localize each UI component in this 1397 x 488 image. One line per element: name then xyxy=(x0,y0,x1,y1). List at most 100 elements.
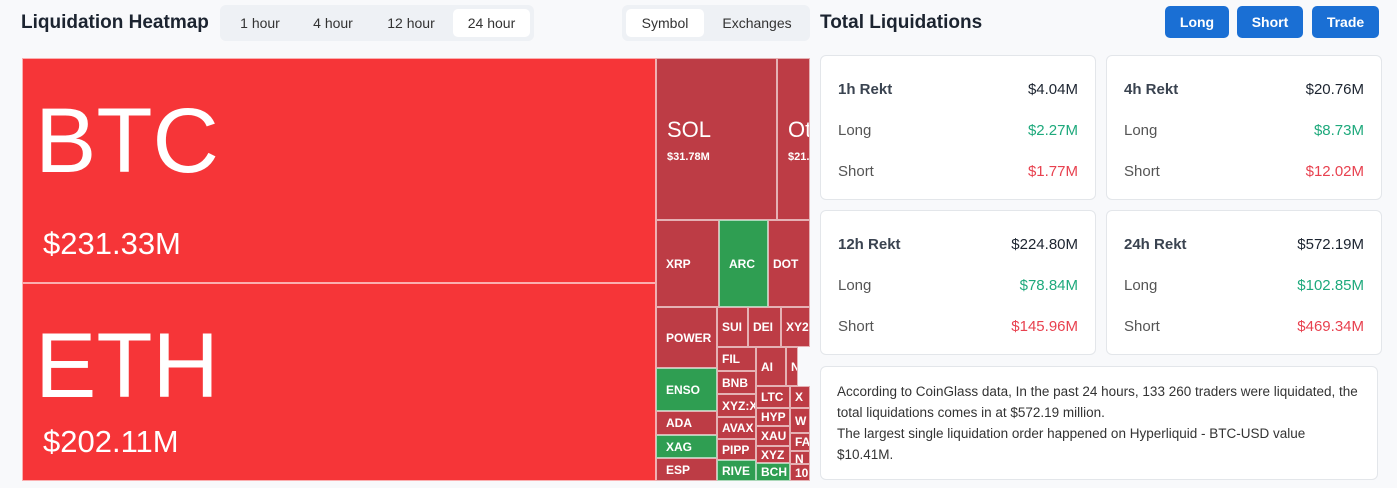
view-tab[interactable]: Exchanges xyxy=(722,15,792,31)
time-tab[interactable]: 12 hour xyxy=(387,15,435,31)
tile-value: $31.78M xyxy=(667,151,710,163)
short-label: Short xyxy=(1124,163,1160,180)
heatmap-tile[interactable]: N xyxy=(786,347,798,386)
long-label: Long xyxy=(838,122,872,139)
tile-label: AI xyxy=(761,359,773,374)
long-value: $2.27M xyxy=(1027,122,1078,139)
summary: According to CoinGlass data, In the past… xyxy=(820,366,1378,480)
tile-label: POWER xyxy=(666,330,712,345)
tile-label: X xyxy=(795,390,804,404)
tile-value: $231.33M xyxy=(43,226,181,261)
short-label: Short xyxy=(838,318,874,335)
tile-label: SUI xyxy=(722,320,743,334)
heatmap-tile[interactable]: ETH $202.11M xyxy=(22,283,656,481)
heatmap-tile[interactable]: XY2 xyxy=(781,307,810,347)
heatmap-tile[interactable]: ARC xyxy=(719,220,768,307)
trade-button[interactable]: Trade xyxy=(1312,6,1379,38)
tile-value: $21. xyxy=(788,151,810,163)
tile-label: N xyxy=(791,360,797,374)
tile-label: XRP xyxy=(666,256,691,271)
heatmap-tile[interactable]: N xyxy=(790,451,810,464)
tile-label: XYZ:X xyxy=(722,398,756,413)
heatmap-tile[interactable]: XRP xyxy=(656,220,719,307)
heatmap-tile[interactable]: XYZ:X xyxy=(717,394,756,417)
long-label: Long xyxy=(1124,122,1158,139)
heatmap-tile[interactable]: SUI xyxy=(717,307,748,347)
tile-label: XY2 xyxy=(786,320,809,334)
summary-text: The largest single liquidation order hap… xyxy=(837,426,1306,462)
heatmap-tile[interactable]: XAG xyxy=(656,435,717,458)
tile-label: BNB xyxy=(722,375,748,390)
tile-label: ENSO xyxy=(666,382,701,397)
tile-label: 10 xyxy=(795,465,809,480)
heatmap-tile[interactable]: BNB xyxy=(717,371,756,394)
card-period: 1h Rekt xyxy=(838,81,893,98)
short-value: $1.77M xyxy=(1027,163,1078,180)
rekt-card: 1h Rekt $4.04M Long $2.27M Short $1.77M xyxy=(820,55,1096,200)
heatmap-tile[interactable]: RIVE xyxy=(717,460,756,481)
heatmap-tile[interactable]: BTC $231.33M xyxy=(22,58,656,283)
tile-label: XYZ xyxy=(761,447,785,462)
heatmap-tile[interactable]: SOL $31.78M xyxy=(656,58,777,220)
heatmap-tile[interactable]: DOT xyxy=(768,220,810,307)
time-tab[interactable]: 24 hour xyxy=(453,9,530,37)
heatmap-tile[interactable]: DEI xyxy=(748,307,781,347)
short-label: Short xyxy=(1124,318,1160,335)
view-tabs: Symbol Exchanges xyxy=(622,5,810,41)
tile-label: RIVE xyxy=(722,463,751,478)
heatmap-tile[interactable]: W xyxy=(790,408,810,433)
time-tab[interactable]: 1 hour xyxy=(240,15,280,31)
heatmap-tile[interactable]: ESP xyxy=(656,458,717,481)
tile-label: ARC xyxy=(729,256,755,271)
time-tab[interactable]: 4 hour xyxy=(313,15,353,31)
card-total: $224.80M xyxy=(1011,236,1078,253)
view-tab[interactable]: Symbol xyxy=(626,9,704,37)
heatmap-tile[interactable]: BCH xyxy=(756,463,790,481)
long-label: Long xyxy=(838,277,872,294)
heatmap-tile[interactable]: HYP xyxy=(756,408,790,426)
heatmap-title: Liquidation Heatmap xyxy=(21,12,209,33)
long-label: Long xyxy=(1124,277,1158,294)
heatmap-tile[interactable]: Ot $21. xyxy=(777,58,810,220)
card-total: $4.04M xyxy=(1027,81,1078,98)
heatmap-tile[interactable]: FIL xyxy=(717,347,756,371)
tile-label: N xyxy=(795,452,804,464)
heatmap-tile[interactable]: 10 xyxy=(790,464,810,481)
heatmap-tile[interactable]: XAU xyxy=(756,426,790,446)
rekt-card: 4h Rekt $20.76M Long $8.73M Short $12.02M xyxy=(1106,55,1382,200)
short-value: $469.34M xyxy=(1297,318,1364,335)
heatmap-tile[interactable]: POWER xyxy=(656,307,717,368)
tile-label: PIPP xyxy=(722,442,750,457)
tile-label: XAU xyxy=(761,429,787,443)
heatmap-tile[interactable]: LTC xyxy=(756,386,790,408)
tile-label: DOT xyxy=(773,256,799,271)
rekt-card: 12h Rekt $224.80M Long $78.84M Short $145.96M xyxy=(820,210,1096,355)
long-value: $8.73M xyxy=(1313,122,1364,139)
heatmap-tile[interactable]: XYZ xyxy=(756,446,790,463)
rekt-card: 24h Rekt $572.19M Long $102.85M Short $469.34… xyxy=(1106,210,1382,355)
tile-label: AVAX xyxy=(722,421,754,435)
heatmap-tile[interactable]: AVAX xyxy=(717,417,756,439)
heatmap-tile[interactable]: AI xyxy=(756,347,786,386)
tile-label: BCH xyxy=(761,465,787,479)
heatmap-tile[interactable]: FA xyxy=(790,433,810,451)
short-value: $145.96M xyxy=(1011,318,1078,335)
tile-label: ETH xyxy=(35,315,219,417)
card-period: 24h Rekt xyxy=(1124,236,1187,253)
card-total: $572.19M xyxy=(1297,236,1364,253)
card-period: 12h Rekt xyxy=(838,236,901,253)
long-button[interactable]: Long xyxy=(1165,6,1229,38)
tile-label: DEI xyxy=(753,320,774,334)
heatmap-tile[interactable]: PIPP xyxy=(717,439,756,460)
long-value: $102.85M xyxy=(1297,277,1364,294)
short-button[interactable]: Short xyxy=(1237,6,1303,38)
tile-label: Ot xyxy=(788,117,810,142)
heatmap-tile[interactable]: ENSO xyxy=(656,368,717,411)
heatmap-tile[interactable]: X xyxy=(790,386,810,408)
time-tabs: 1 hour 4 hour 12 hour 24 hour xyxy=(220,5,534,41)
short-label: Short xyxy=(838,163,874,180)
tile-label: ADA xyxy=(666,416,692,430)
heatmap-tile[interactable]: ADA xyxy=(656,411,717,435)
tile-label: FIL xyxy=(722,352,740,366)
